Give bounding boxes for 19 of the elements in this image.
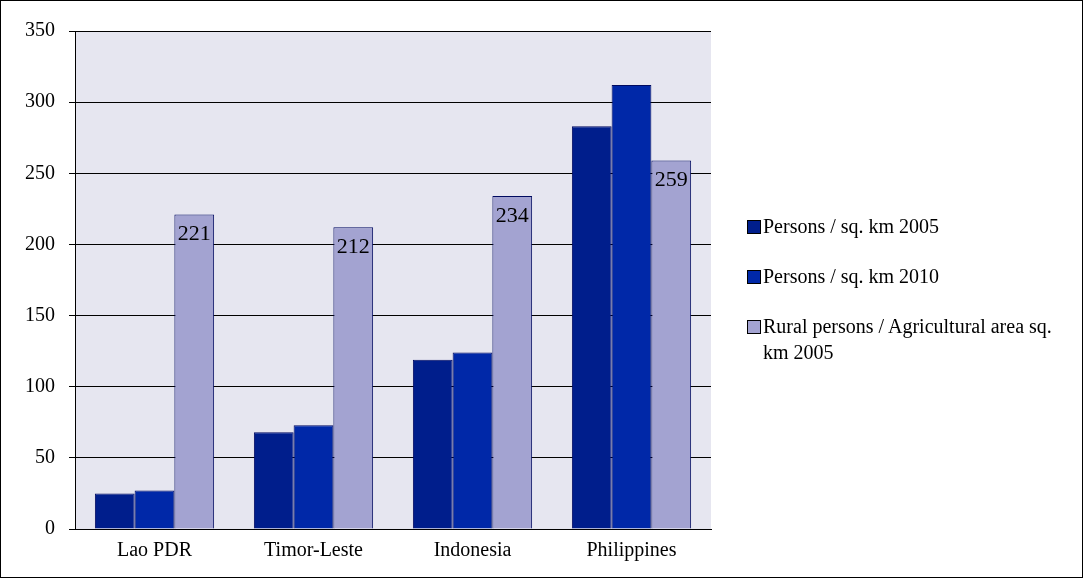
y-tick-label: 350	[25, 18, 55, 41]
legend-label: Rural persons / Agricultural area sq. km 2005	[763, 314, 1053, 365]
data-label: 212	[336, 233, 370, 259]
x-tick-label: Indonesia	[433, 538, 512, 561]
y-tick-label: 300	[25, 89, 55, 112]
data-label: 221	[177, 220, 211, 246]
y-tick-label: 100	[25, 373, 55, 396]
data-label: 234	[495, 201, 529, 227]
data-label: 259	[654, 166, 688, 192]
y-tick-label: 250	[25, 160, 55, 183]
y-tick-label: 50	[35, 445, 55, 468]
x-tick-label: Philippines	[586, 538, 677, 562]
y-tick-label: 0	[45, 516, 55, 539]
y-tick-label: 150	[25, 302, 55, 325]
x-tick-label: Lao PDR	[117, 538, 193, 561]
legend-label: Persons / sq. km 2010	[763, 264, 940, 289]
y-tick-label: 200	[25, 231, 55, 254]
legend-label: Persons / sq. km 2005	[763, 214, 940, 239]
x-tick-label: Timor-Leste	[264, 538, 364, 561]
